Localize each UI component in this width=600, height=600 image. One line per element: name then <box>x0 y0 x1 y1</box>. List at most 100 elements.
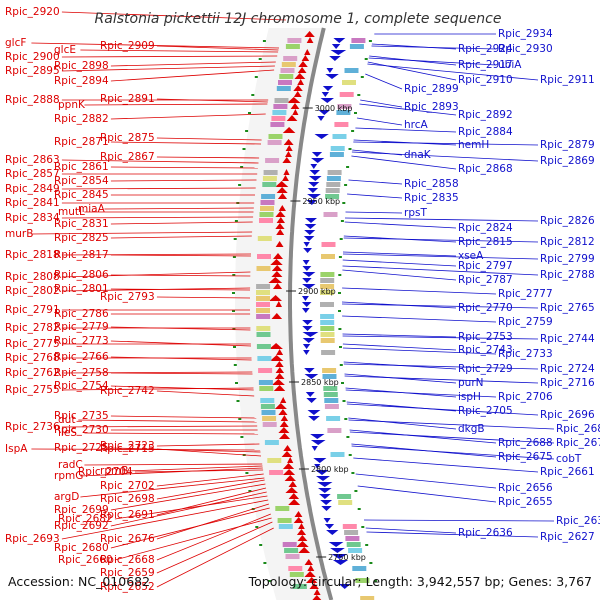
forward-gene-arrow <box>314 134 329 139</box>
cog-block-left <box>269 470 284 475</box>
map-title: Ralstonia pickettii 12J chromosome 1, co… <box>95 11 502 27</box>
tick-right <box>369 562 373 564</box>
gene-label: Rpic_2762 <box>5 367 60 379</box>
cog-block-left <box>264 440 279 445</box>
forward-gene-arrow <box>320 98 334 103</box>
gene-label: Rpic_2917 <box>458 59 513 71</box>
gene-label: Rpic_2825 <box>54 232 109 244</box>
reverse-gene-arrow <box>287 97 301 103</box>
tick-right <box>339 238 343 240</box>
cog-block-left <box>259 212 274 217</box>
leader-line <box>31 42 280 49</box>
cog-block-right <box>332 134 347 139</box>
gene-label: dut <box>58 414 75 426</box>
forward-gene-arrow <box>302 308 310 313</box>
forward-gene-arrow <box>302 266 312 271</box>
reverse-gene-arrow <box>278 427 290 433</box>
leader-line <box>357 485 497 503</box>
reverse-gene-arrow <box>274 403 287 409</box>
cog-block-left <box>256 284 271 289</box>
gene-label: Rpic_2891 <box>100 93 155 105</box>
gene-label: rpsT <box>404 207 427 219</box>
leader-line <box>365 527 457 534</box>
gene-label: ileS <box>58 427 77 439</box>
forward-gene-arrow <box>308 416 320 421</box>
cog-block-right <box>320 320 335 325</box>
leader-line <box>363 519 555 522</box>
leader-line <box>61 425 258 428</box>
forward-gene-arrow <box>305 218 317 223</box>
leader-line <box>110 254 251 257</box>
leader-line <box>104 207 254 210</box>
leader-line <box>365 73 403 90</box>
cog-block-right <box>327 170 342 175</box>
tick-left <box>240 436 244 438</box>
leader-line <box>348 419 555 430</box>
gene-label: Rpic_2934 <box>498 28 553 40</box>
reverse-gene-arrow <box>294 73 306 79</box>
gene-label: Rpic_2744 <box>540 333 595 345</box>
reverse-gene-arrow <box>275 361 284 367</box>
leader-line <box>344 375 539 384</box>
forward-gene-arrow <box>331 554 348 559</box>
cog-block-left <box>261 194 276 199</box>
forward-gene-arrow <box>318 488 332 493</box>
kbp-label: 2800 kbp <box>311 465 349 474</box>
leader-line <box>156 513 271 561</box>
leader-line <box>156 443 260 447</box>
reverse-gene-arrow <box>304 559 313 565</box>
leader-line <box>351 151 539 162</box>
gene-label: Rpic_2815 <box>458 236 513 248</box>
forward-gene-arrow <box>302 278 312 283</box>
reverse-gene-arrow <box>297 79 304 85</box>
leader-line <box>360 99 403 108</box>
cog-block-left <box>278 524 293 529</box>
forward-gene-arrow <box>302 260 310 265</box>
reverse-gene-arrow <box>275 211 286 217</box>
tick-left <box>236 400 240 402</box>
cog-block-left <box>275 506 290 511</box>
cog-block-right <box>322 374 337 379</box>
gene-label: Rpic_2688 <box>498 437 553 449</box>
cog-block-right <box>320 278 335 283</box>
reverse-gene-arrow <box>307 565 315 571</box>
tick-right <box>365 544 369 546</box>
reverse-gene-arrow <box>280 397 287 403</box>
leader-line <box>342 333 457 338</box>
leader-line <box>342 343 457 351</box>
forward-gene-arrow <box>302 302 312 307</box>
leader-line <box>156 98 268 103</box>
leader-line <box>345 389 497 398</box>
gene-label: Rpic_2812 <box>540 236 595 248</box>
gene-label: ispH <box>458 391 481 403</box>
forward-gene-arrow <box>306 398 317 403</box>
reverse-gene-arrow <box>281 451 293 457</box>
reverse-gene-arrow <box>306 577 318 583</box>
reverse-gene-arrow <box>313 589 321 595</box>
reverse-gene-arrow <box>282 157 292 163</box>
forward-gene-arrow <box>310 164 318 169</box>
leader-line <box>110 141 262 145</box>
reverse-gene-arrow <box>298 523 305 529</box>
forward-gene-arrow <box>304 374 319 379</box>
cog-block-left <box>257 254 271 259</box>
leader-line <box>110 385 254 391</box>
reverse-gene-arrow <box>278 409 288 415</box>
leader-line <box>84 103 268 106</box>
reverse-gene-arrow <box>275 301 282 307</box>
gene-label: Rpic_2729 <box>458 363 513 375</box>
forward-gene-arrow <box>310 434 325 439</box>
gene-label: Rpic_2766 <box>54 351 109 363</box>
cog-block-left <box>262 416 277 421</box>
tick-right <box>360 76 364 78</box>
gene-label: Rpic_2895 <box>5 65 60 77</box>
leader-line <box>342 287 497 295</box>
cog-block-right <box>346 542 361 547</box>
gene-label: Rpic_2808 <box>5 271 60 283</box>
tick-left <box>255 526 259 528</box>
cog-block-right <box>326 416 341 421</box>
gene-label: Rpic_2831 <box>54 218 109 230</box>
cog-block-right <box>323 386 338 391</box>
leader-line <box>61 387 254 391</box>
tick-left <box>238 184 242 186</box>
